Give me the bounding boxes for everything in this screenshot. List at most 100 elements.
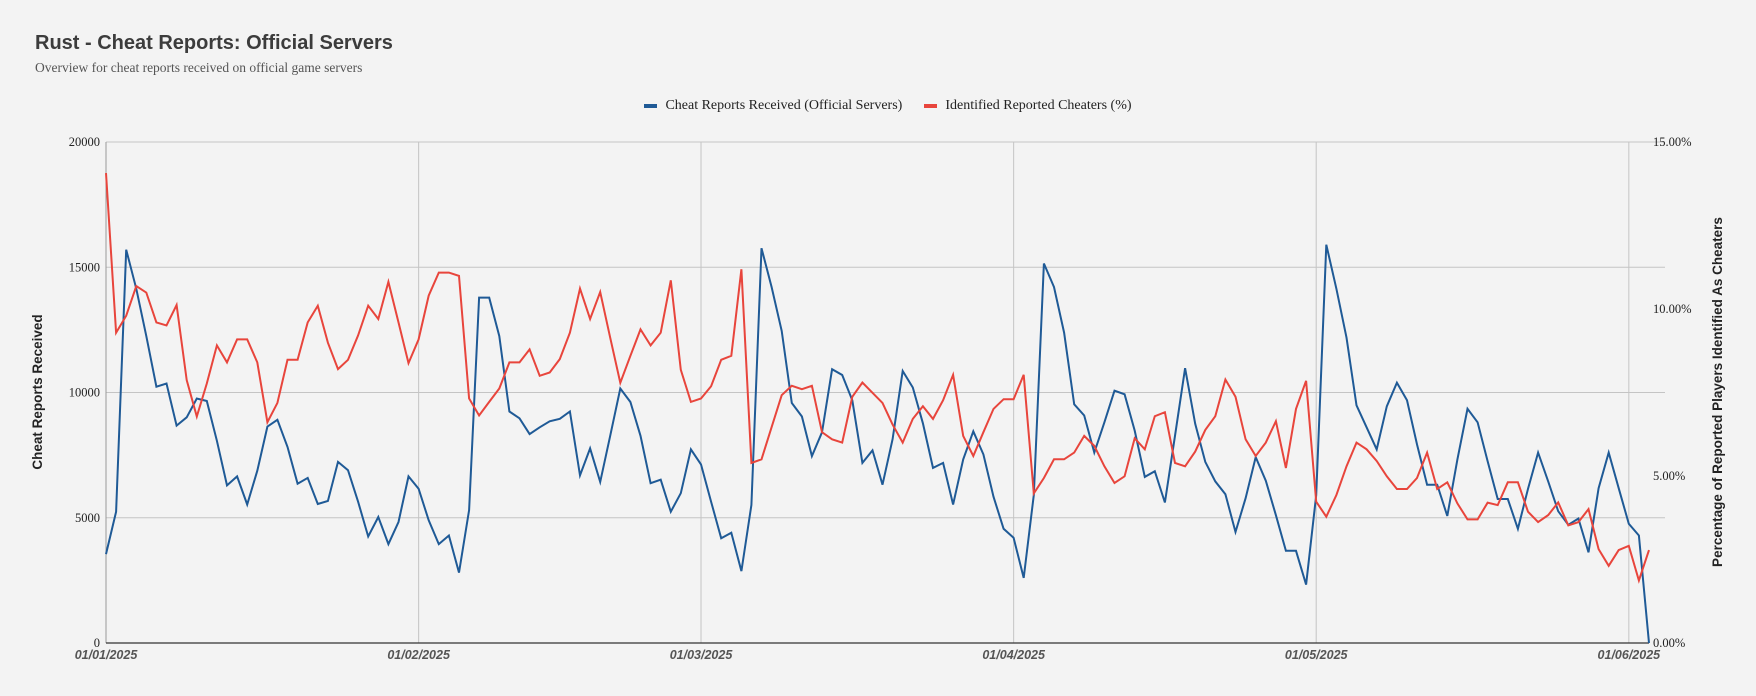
data-point[interactable] bbox=[225, 360, 230, 365]
data-point[interactable] bbox=[184, 378, 189, 383]
data-point[interactable] bbox=[1415, 442, 1420, 447]
data-point[interactable] bbox=[376, 317, 381, 322]
data-point[interactable] bbox=[1082, 433, 1087, 438]
data-point[interactable] bbox=[537, 373, 542, 378]
data-point[interactable] bbox=[1324, 242, 1329, 247]
data-point[interactable] bbox=[517, 416, 522, 421]
data-point[interactable] bbox=[446, 533, 451, 538]
data-point[interactable] bbox=[416, 337, 421, 342]
data-point[interactable] bbox=[971, 454, 976, 459]
data-point[interactable] bbox=[951, 372, 956, 377]
data-point[interactable] bbox=[860, 460, 865, 465]
data-point[interactable] bbox=[305, 320, 310, 325]
data-point[interactable] bbox=[870, 448, 875, 453]
data-point[interactable] bbox=[719, 357, 724, 362]
data-point[interactable] bbox=[1475, 517, 1480, 522]
data-point[interactable] bbox=[527, 432, 532, 437]
data-point[interactable] bbox=[1445, 514, 1450, 519]
data-point[interactable] bbox=[1011, 535, 1016, 540]
data-point[interactable] bbox=[961, 433, 966, 438]
data-point[interactable] bbox=[275, 400, 280, 405]
data-point[interactable] bbox=[1203, 459, 1208, 464]
data-point[interactable] bbox=[547, 370, 552, 375]
data-point[interactable] bbox=[1526, 486, 1531, 491]
data-point[interactable] bbox=[1233, 530, 1238, 535]
data-point[interactable] bbox=[356, 333, 361, 338]
data-point[interactable] bbox=[1374, 459, 1379, 464]
data-point[interactable] bbox=[1304, 582, 1309, 587]
data-point[interactable] bbox=[1001, 397, 1006, 402]
data-point[interactable] bbox=[1253, 454, 1258, 459]
data-point[interactable] bbox=[588, 446, 593, 451]
data-point[interactable] bbox=[1616, 548, 1621, 553]
data-point[interactable] bbox=[1536, 450, 1541, 455]
data-point[interactable] bbox=[1213, 479, 1218, 484]
data-point[interactable] bbox=[1475, 420, 1480, 425]
data-point[interactable] bbox=[1374, 447, 1379, 452]
data-point[interactable] bbox=[991, 406, 996, 411]
data-point[interactable] bbox=[457, 570, 462, 575]
data-point[interactable] bbox=[154, 384, 159, 389]
data-point[interactable] bbox=[144, 334, 149, 339]
data-point[interactable] bbox=[204, 399, 209, 404]
data-point[interactable] bbox=[951, 502, 956, 507]
data-point[interactable] bbox=[386, 542, 391, 547]
data-point[interactable] bbox=[497, 386, 502, 391]
data-point[interactable] bbox=[396, 520, 401, 525]
data-point[interactable] bbox=[114, 330, 119, 335]
data-point[interactable] bbox=[366, 303, 371, 308]
data-point[interactable] bbox=[426, 293, 431, 298]
data-point[interactable] bbox=[567, 330, 572, 335]
data-point[interactable] bbox=[487, 295, 492, 300]
data-point[interactable] bbox=[1505, 480, 1510, 485]
data-point[interactable] bbox=[285, 357, 290, 362]
data-point[interactable] bbox=[658, 330, 663, 335]
data-point[interactable] bbox=[194, 396, 199, 401]
data-point[interactable] bbox=[1606, 563, 1611, 568]
data-point[interactable] bbox=[1546, 479, 1551, 484]
data-point[interactable] bbox=[648, 481, 653, 486]
data-point[interactable] bbox=[1283, 548, 1288, 553]
data-point[interactable] bbox=[840, 373, 845, 378]
data-point[interactable] bbox=[1062, 330, 1067, 335]
data-point[interactable] bbox=[1455, 457, 1460, 462]
data-point[interactable] bbox=[1626, 521, 1631, 526]
data-point[interactable] bbox=[366, 534, 371, 539]
data-point[interactable] bbox=[1636, 533, 1641, 538]
data-point[interactable] bbox=[860, 380, 865, 385]
data-point[interactable] bbox=[749, 461, 754, 466]
data-point[interactable] bbox=[517, 360, 522, 365]
data-point[interactable] bbox=[225, 483, 230, 488]
data-point[interactable] bbox=[1183, 464, 1188, 469]
data-point[interactable] bbox=[1162, 500, 1167, 505]
data-point[interactable] bbox=[850, 394, 855, 399]
data-point[interactable] bbox=[537, 425, 542, 430]
data-point[interactable] bbox=[981, 430, 986, 435]
data-point[interactable] bbox=[920, 404, 925, 409]
data-point[interactable] bbox=[809, 454, 814, 459]
data-point[interactable] bbox=[769, 285, 774, 290]
data-point[interactable] bbox=[124, 247, 129, 252]
data-point[interactable] bbox=[406, 361, 411, 366]
data-point[interactable] bbox=[507, 360, 512, 365]
data-point[interactable] bbox=[214, 343, 219, 348]
data-point[interactable] bbox=[436, 542, 441, 547]
legend-item-reports[interactable]: Cheat Reports Received (Official Servers… bbox=[644, 98, 902, 114]
data-point[interactable] bbox=[194, 414, 199, 419]
data-point[interactable] bbox=[1354, 440, 1359, 445]
data-point[interactable] bbox=[1384, 474, 1389, 479]
data-point[interactable] bbox=[164, 323, 169, 328]
data-point[interactable] bbox=[1556, 500, 1561, 505]
data-point[interactable] bbox=[830, 437, 835, 442]
data-point[interactable] bbox=[981, 452, 986, 457]
data-point[interactable] bbox=[204, 381, 209, 386]
data-point[interactable] bbox=[608, 335, 613, 340]
data-point[interactable] bbox=[1223, 492, 1228, 497]
data-point[interactable] bbox=[1334, 286, 1339, 291]
data-point[interactable] bbox=[356, 499, 361, 504]
data-point[interactable] bbox=[678, 367, 683, 372]
data-point[interactable] bbox=[1364, 447, 1369, 452]
data-point[interactable] bbox=[971, 429, 976, 434]
data-point[interactable] bbox=[749, 503, 754, 508]
data-point[interactable] bbox=[1041, 476, 1046, 481]
